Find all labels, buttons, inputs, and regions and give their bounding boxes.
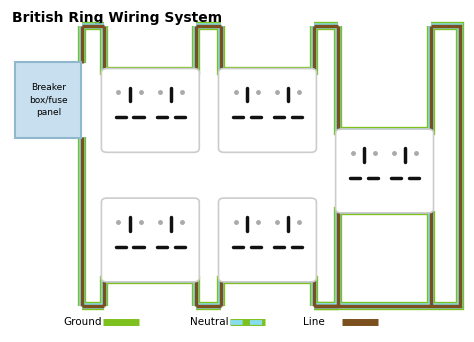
FancyBboxPatch shape bbox=[219, 198, 317, 282]
Text: Neutral: Neutral bbox=[190, 317, 229, 327]
FancyBboxPatch shape bbox=[101, 198, 199, 282]
FancyBboxPatch shape bbox=[101, 68, 199, 152]
FancyBboxPatch shape bbox=[219, 68, 317, 152]
Text: Line: Line bbox=[302, 317, 324, 327]
Text: British Ring Wiring System: British Ring Wiring System bbox=[12, 11, 222, 25]
FancyBboxPatch shape bbox=[16, 62, 82, 139]
FancyBboxPatch shape bbox=[336, 129, 434, 213]
Text: Breaker
box/fuse
panel: Breaker box/fuse panel bbox=[29, 83, 68, 117]
Text: Ground: Ground bbox=[64, 317, 102, 327]
